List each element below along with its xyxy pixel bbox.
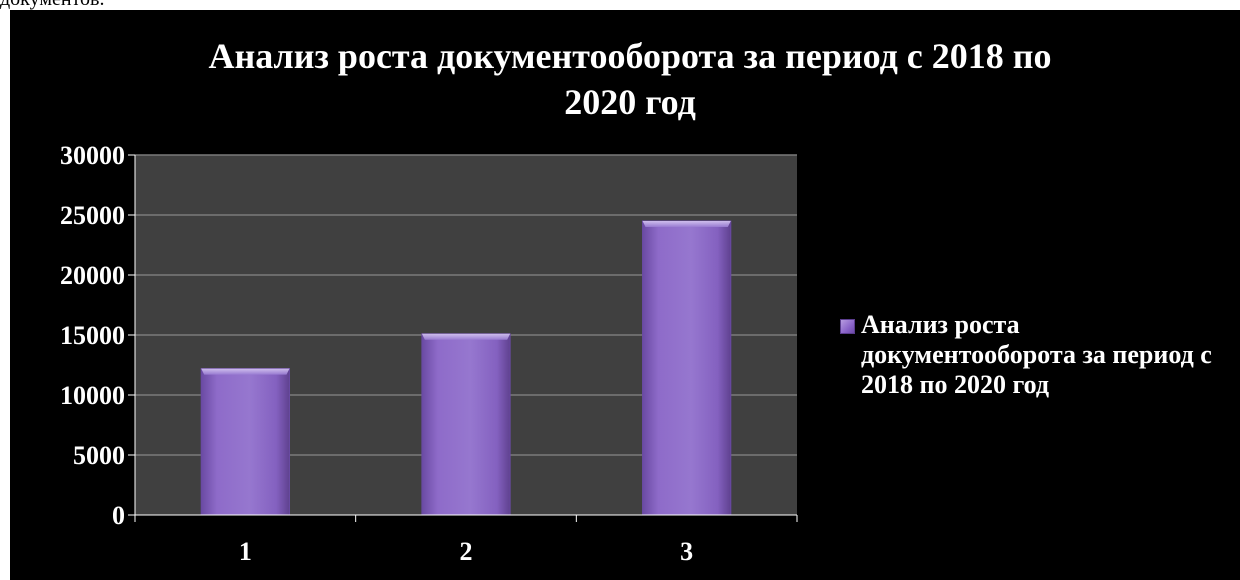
- chart-title-line-1: Анализ роста документооборота за период …: [208, 36, 1051, 76]
- legend-label: Анализ роста документооборота за период …: [861, 310, 1212, 399]
- x-tick-label: 2: [460, 537, 473, 566]
- bar-2: [421, 333, 511, 516]
- bar-highlight: [642, 221, 731, 227]
- x-tick-label: 1: [239, 537, 252, 566]
- y-tick-label: 0: [112, 501, 125, 530]
- legend: Анализ роста документооборота за период …: [840, 310, 1235, 400]
- chart-title-line-2: 2020 год: [564, 82, 696, 122]
- axes: [128, 154, 798, 522]
- x-tick-label: 3: [680, 537, 693, 566]
- bar-body: [642, 220, 732, 516]
- y-tick-label: 25000: [60, 201, 125, 230]
- y-tick-label: 30000: [60, 141, 125, 170]
- bar-highlight: [421, 333, 511, 340]
- y-tick-label: 10000: [60, 381, 125, 410]
- bar-3: [642, 220, 732, 516]
- bar-body: [200, 368, 290, 516]
- document-text-fragment: документов.: [0, 0, 105, 11]
- y-tick-labels: 0 5000 10000 15000 20000 25000 30000: [60, 141, 125, 530]
- x-tick-labels: 1 2 3: [239, 537, 693, 566]
- bar-highlight: [201, 368, 290, 375]
- chart-container: 0 5000 10000 15000 20000 25000 30000 1 2 3 Анали…: [10, 10, 1240, 580]
- bar-chart: 0 5000 10000 15000 20000 25000 30000 1 2 3 Анали…: [60, 36, 1052, 566]
- y-tick-label: 20000: [60, 261, 125, 290]
- y-tick-label: 5000: [73, 441, 125, 470]
- y-tick-label: 15000: [60, 321, 125, 350]
- bar-1: [200, 368, 290, 516]
- bar-body: [421, 333, 511, 516]
- bars: [200, 220, 732, 516]
- legend-swatch: [840, 319, 855, 334]
